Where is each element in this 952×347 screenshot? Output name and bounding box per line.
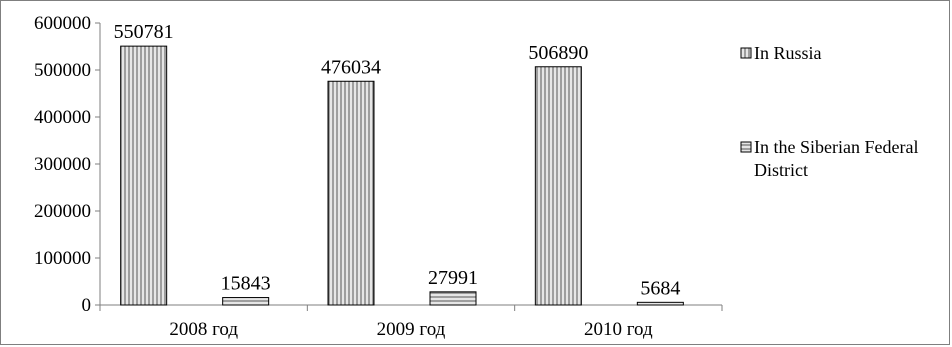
bar-series-1-3 <box>534 66 582 306</box>
data-label: 506890 <box>528 42 588 64</box>
data-label: 476034 <box>321 56 381 78</box>
bar-series-2-2 <box>429 291 477 306</box>
y-tick-label: 100000 <box>34 248 91 269</box>
legend-swatch-1 <box>740 47 752 59</box>
x-category-label: 2008 год <box>169 319 238 340</box>
bar-series-2-1 <box>222 297 270 306</box>
data-label: 550781 <box>114 21 174 43</box>
bars <box>120 45 684 306</box>
bar-series-1-1 <box>120 45 168 306</box>
y-tick-label: 200000 <box>34 201 91 222</box>
data-label: 27991 <box>428 267 478 289</box>
data-label: 15843 <box>221 273 271 295</box>
y-tick-label: 600000 <box>34 13 91 34</box>
y-tick-label: 300000 <box>34 154 91 175</box>
legend-swatch-2 <box>740 141 752 153</box>
y-tick-label: 500000 <box>34 60 91 81</box>
bar-series-1-2 <box>327 80 375 306</box>
legend-label: In the Siberian Federal <box>754 137 918 157</box>
bar-series-2-3 <box>636 301 684 306</box>
legend-label: In Russia <box>754 43 822 63</box>
y-tick-label: 0 <box>82 295 92 316</box>
legend: In Russia In the Siberian Federal District <box>740 43 918 180</box>
y-tick-label: 400000 <box>34 107 91 128</box>
x-category-label: 2009 год <box>377 319 446 340</box>
x-category-label: 2010 год <box>584 319 653 340</box>
axes <box>95 22 723 311</box>
labels: 0 100000 200000 300000 400000 500000 600000 200… <box>34 13 680 340</box>
legend-label: District <box>754 160 808 180</box>
data-label: 5684 <box>640 277 680 299</box>
